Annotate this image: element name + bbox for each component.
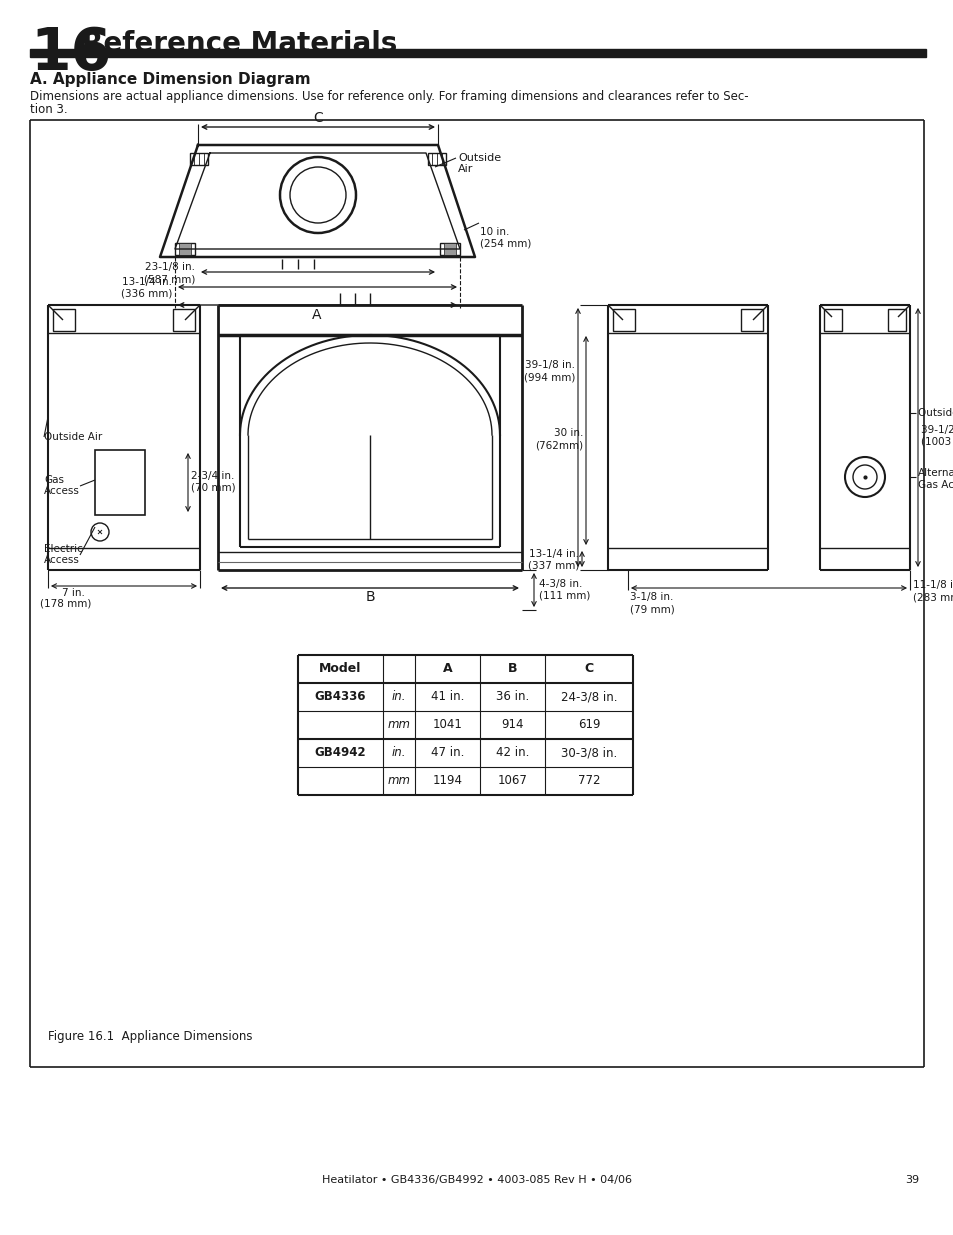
Text: 47 in.: 47 in.: [431, 746, 464, 760]
Text: Heatilator • GB4336/GB4992 • 4003-085 Rev H • 04/06: Heatilator • GB4336/GB4992 • 4003-085 Re…: [322, 1174, 631, 1186]
Text: 36 in.: 36 in.: [496, 690, 529, 704]
Bar: [30, 49, 925, 57]
Text: Air: Air: [457, 164, 473, 174]
Text: 16: 16: [30, 25, 112, 82]
Bar: [443, 243, 456, 254]
Text: C: C: [584, 662, 593, 676]
Text: 772: 772: [578, 774, 599, 788]
Text: 1041: 1041: [432, 719, 462, 731]
Text: 10 in.: 10 in.: [479, 227, 509, 237]
Text: Electric: Electric: [44, 543, 83, 555]
Text: 23-1/8 in.: 23-1/8 in.: [145, 262, 194, 272]
Text: (336 mm): (336 mm): [120, 289, 172, 299]
Text: 13-1/4 in.: 13-1/4 in.: [122, 277, 172, 287]
Text: (994 mm): (994 mm): [523, 372, 575, 382]
Text: B: B: [507, 662, 517, 676]
Text: GB4942: GB4942: [314, 746, 366, 760]
Text: 914: 914: [500, 719, 523, 731]
Bar: [190, 153, 208, 165]
Text: Model: Model: [319, 662, 361, 676]
Text: Access: Access: [44, 487, 80, 496]
Text: (111 mm): (111 mm): [538, 592, 590, 601]
Text: 24-3/8 in.: 24-3/8 in.: [560, 690, 617, 704]
Text: C: C: [313, 111, 322, 125]
Text: 1194: 1194: [432, 774, 462, 788]
Bar: [174, 243, 194, 254]
Bar: [740, 309, 762, 331]
Text: 39-1/2 in.: 39-1/2 in.: [920, 425, 953, 435]
Text: 13-1/4 in.: 13-1/4 in.: [529, 550, 578, 559]
Text: GB4336: GB4336: [314, 690, 366, 704]
Text: B: B: [365, 590, 375, 604]
Text: Gas: Gas: [44, 475, 64, 485]
Text: Outside Air: Outside Air: [917, 408, 953, 417]
Text: 39-1/8 in.: 39-1/8 in.: [524, 359, 575, 370]
Text: 4-3/8 in.: 4-3/8 in.: [538, 579, 581, 589]
Text: 7 in.: 7 in.: [62, 588, 85, 598]
Text: mm: mm: [387, 719, 410, 731]
Text: A: A: [312, 308, 321, 322]
Text: Gas Access: Gas Access: [917, 480, 953, 490]
Text: (1003 mm): (1003 mm): [920, 437, 953, 447]
Text: in.: in.: [392, 746, 406, 760]
Text: 11-1/8 in.: 11-1/8 in.: [912, 580, 953, 590]
Text: 619: 619: [578, 719, 599, 731]
Text: 42 in.: 42 in.: [496, 746, 529, 760]
Text: 30-3/8 in.: 30-3/8 in.: [560, 746, 617, 760]
Bar: [172, 309, 194, 331]
Text: 41 in.: 41 in.: [431, 690, 464, 704]
Text: mm: mm: [387, 774, 410, 788]
Text: Access: Access: [44, 555, 80, 564]
Text: Outside Air: Outside Air: [44, 432, 102, 442]
Text: 30 in.: 30 in.: [553, 429, 582, 438]
Text: (70 mm): (70 mm): [191, 483, 235, 493]
Text: 2-3/4 in.: 2-3/4 in.: [191, 471, 234, 480]
Bar: [53, 309, 75, 331]
Bar: [428, 153, 446, 165]
Text: 3-1/8 in.: 3-1/8 in.: [629, 592, 673, 601]
Text: (762mm): (762mm): [535, 440, 582, 450]
Text: Dimensions are actual appliance dimensions. Use for reference only. For framing : Dimensions are actual appliance dimensio…: [30, 90, 748, 103]
Text: Figure 16.1  Appliance Dimensions: Figure 16.1 Appliance Dimensions: [48, 1030, 253, 1044]
Bar: [439, 243, 459, 254]
Text: A: A: [442, 662, 452, 676]
Text: (178 mm): (178 mm): [40, 599, 91, 609]
Text: 1067: 1067: [497, 774, 527, 788]
Text: Outside: Outside: [457, 153, 500, 163]
Text: (337 mm): (337 mm): [527, 561, 578, 571]
Bar: [823, 309, 841, 331]
Text: (587 mm): (587 mm): [144, 274, 194, 284]
Text: Reference Materials: Reference Materials: [82, 30, 397, 58]
Text: A. Appliance Dimension Diagram: A. Appliance Dimension Diagram: [30, 72, 311, 86]
Text: (79 mm): (79 mm): [629, 604, 674, 614]
Text: Alternative: Alternative: [917, 468, 953, 478]
Text: (283 mm): (283 mm): [912, 592, 953, 601]
Bar: [95, 450, 145, 515]
Text: in.: in.: [392, 690, 406, 704]
Bar: [613, 309, 635, 331]
Text: tion 3.: tion 3.: [30, 103, 68, 116]
Text: 39: 39: [904, 1174, 918, 1186]
Bar: [887, 309, 905, 331]
Text: (254 mm): (254 mm): [479, 238, 531, 248]
Bar: [179, 243, 191, 254]
